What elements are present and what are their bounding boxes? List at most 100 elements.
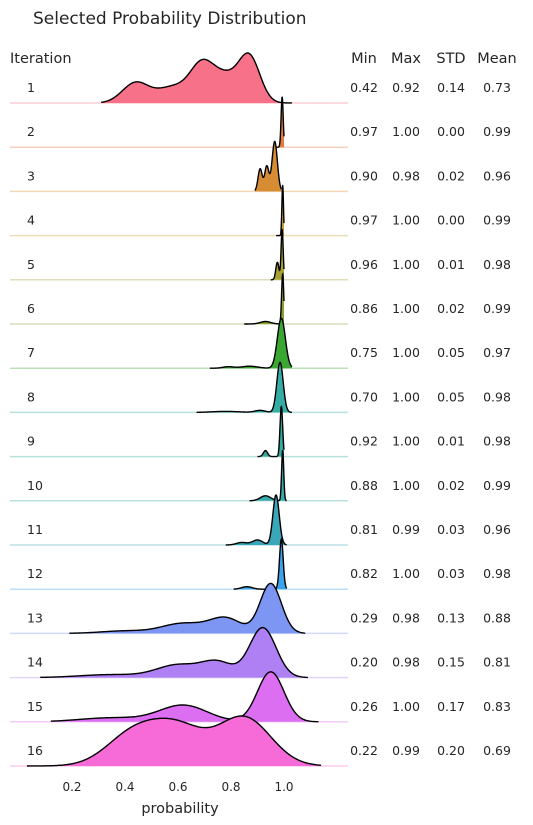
density-outline xyxy=(257,405,285,458)
max-value: 1.00 xyxy=(392,566,420,581)
min-value: 0.96 xyxy=(350,257,378,272)
max-value: 0.98 xyxy=(392,168,420,183)
std-value: 0.02 xyxy=(437,478,465,493)
density-fill xyxy=(233,539,287,590)
std-value: 0.15 xyxy=(437,655,465,670)
ridge-row-4: 4 0.97 1.00 0.00 0.99 xyxy=(10,184,511,237)
mean-value: 0.97 xyxy=(483,345,511,360)
std-value: 0.01 xyxy=(437,434,465,449)
mean-value: 0.96 xyxy=(483,168,511,183)
row-label: 13 xyxy=(27,610,43,625)
row-label: 8 xyxy=(27,389,35,404)
mean-value: 0.99 xyxy=(483,124,511,139)
mean-value: 0.73 xyxy=(483,80,511,95)
row-label: 7 xyxy=(27,345,35,360)
min-value: 0.70 xyxy=(350,389,378,404)
row-label: 12 xyxy=(27,566,43,581)
max-value: 0.98 xyxy=(392,655,420,670)
row-label: 4 xyxy=(27,213,35,228)
row-label: 16 xyxy=(27,743,43,758)
max-value: 1.00 xyxy=(392,257,420,272)
density-outline xyxy=(209,317,293,369)
density-outline xyxy=(40,626,308,679)
min-value: 0.92 xyxy=(350,434,378,449)
std-value: 0.02 xyxy=(437,168,465,183)
density-fill xyxy=(254,141,282,192)
ridge-row-11: 11 0.81 0.99 0.03 0.96 xyxy=(10,494,511,546)
row-label: 15 xyxy=(27,699,43,714)
density-outline xyxy=(254,140,282,191)
std-value: 0.20 xyxy=(437,743,465,758)
density-fill xyxy=(26,716,322,766)
mean-header: Mean xyxy=(477,51,517,67)
row-label: 1 xyxy=(27,80,35,95)
x-tick-label: 0.8 xyxy=(221,780,240,794)
max-value: 0.98 xyxy=(392,610,420,625)
min-value: 0.90 xyxy=(350,168,378,183)
max-value: 0.92 xyxy=(392,80,420,95)
row-label: 6 xyxy=(27,301,35,316)
min-value: 0.75 xyxy=(350,345,378,360)
mean-value: 0.69 xyxy=(483,743,511,758)
max-value: 1.00 xyxy=(392,478,420,493)
row-label: 5 xyxy=(27,257,35,272)
max-header: Max xyxy=(391,51,421,67)
ridge-row-16: 16 0.22 0.99 0.20 0.69 xyxy=(10,715,511,767)
min-value: 0.22 xyxy=(350,743,378,758)
mean-value: 0.99 xyxy=(483,478,511,493)
ridge-row-2: 2 0.97 1.00 0.00 0.99 xyxy=(10,96,511,148)
ridge-row-1: 1 0.42 0.92 0.14 0.73 xyxy=(10,52,511,104)
std-value: 0.00 xyxy=(437,213,465,228)
ridge-row-13: 13 0.29 0.98 0.13 0.88 xyxy=(10,582,511,635)
max-value: 1.00 xyxy=(392,345,420,360)
stat-headers: Min Max STD Mean xyxy=(351,51,517,67)
std-value: 0.05 xyxy=(437,389,465,404)
min-header: Min xyxy=(351,51,377,67)
std-value: 0.03 xyxy=(437,522,465,537)
x-tick-label: 0.2 xyxy=(62,780,81,794)
density-outline xyxy=(270,228,285,281)
density-fill xyxy=(69,583,306,634)
ridge-row-3: 3 0.90 0.98 0.02 0.96 xyxy=(10,140,511,193)
std-value: 0.01 xyxy=(437,257,465,272)
mean-value: 0.96 xyxy=(483,522,511,537)
row-label: 2 xyxy=(27,124,35,139)
max-value: 1.00 xyxy=(392,213,420,228)
density-outline xyxy=(101,52,292,104)
max-value: 0.99 xyxy=(392,522,420,537)
ridge-row-10: 10 0.88 1.00 0.02 0.99 xyxy=(10,449,511,502)
min-value: 0.26 xyxy=(350,699,378,714)
row-label: 14 xyxy=(27,655,43,670)
min-value: 0.29 xyxy=(350,610,378,625)
density-outline xyxy=(276,184,285,237)
density-outline xyxy=(225,494,287,546)
x-tick-label: 1.0 xyxy=(274,780,293,794)
density-outline xyxy=(26,715,322,767)
min-value: 0.42 xyxy=(350,80,378,95)
density-fill xyxy=(196,362,292,413)
min-value: 0.20 xyxy=(350,655,378,670)
ridge-rows: 1 0.42 0.92 0.14 0.73 2 0.97 1.00 0.00 0.99 3 0.90 0… xyxy=(10,52,511,767)
max-value: 1.00 xyxy=(392,301,420,316)
ridge-row-6: 6 0.86 1.00 0.02 0.99 xyxy=(10,272,511,325)
mean-value: 0.81 xyxy=(483,655,511,670)
std-value: 0.02 xyxy=(437,301,465,316)
ridge-row-8: 8 0.70 1.00 0.05 0.98 xyxy=(10,361,511,414)
mean-value: 0.99 xyxy=(483,301,511,316)
x-tick-label: 0.6 xyxy=(168,780,187,794)
density-fill xyxy=(101,53,292,103)
density-outline xyxy=(69,582,306,634)
min-value: 0.81 xyxy=(350,522,378,537)
density-fill xyxy=(244,274,284,324)
max-value: 1.00 xyxy=(392,434,420,449)
ridge-row-14: 14 0.20 0.98 0.15 0.81 xyxy=(10,626,511,679)
min-value: 0.86 xyxy=(350,301,378,316)
x-axis: 0.2 0.4 0.6 0.8 1.0 xyxy=(62,780,293,794)
density-fill xyxy=(50,671,319,722)
row-label: 3 xyxy=(27,168,35,183)
std-value: 0.03 xyxy=(437,566,465,581)
std-value: 0.05 xyxy=(437,345,465,360)
mean-value: 0.98 xyxy=(483,566,511,581)
std-value: 0.13 xyxy=(437,610,465,625)
